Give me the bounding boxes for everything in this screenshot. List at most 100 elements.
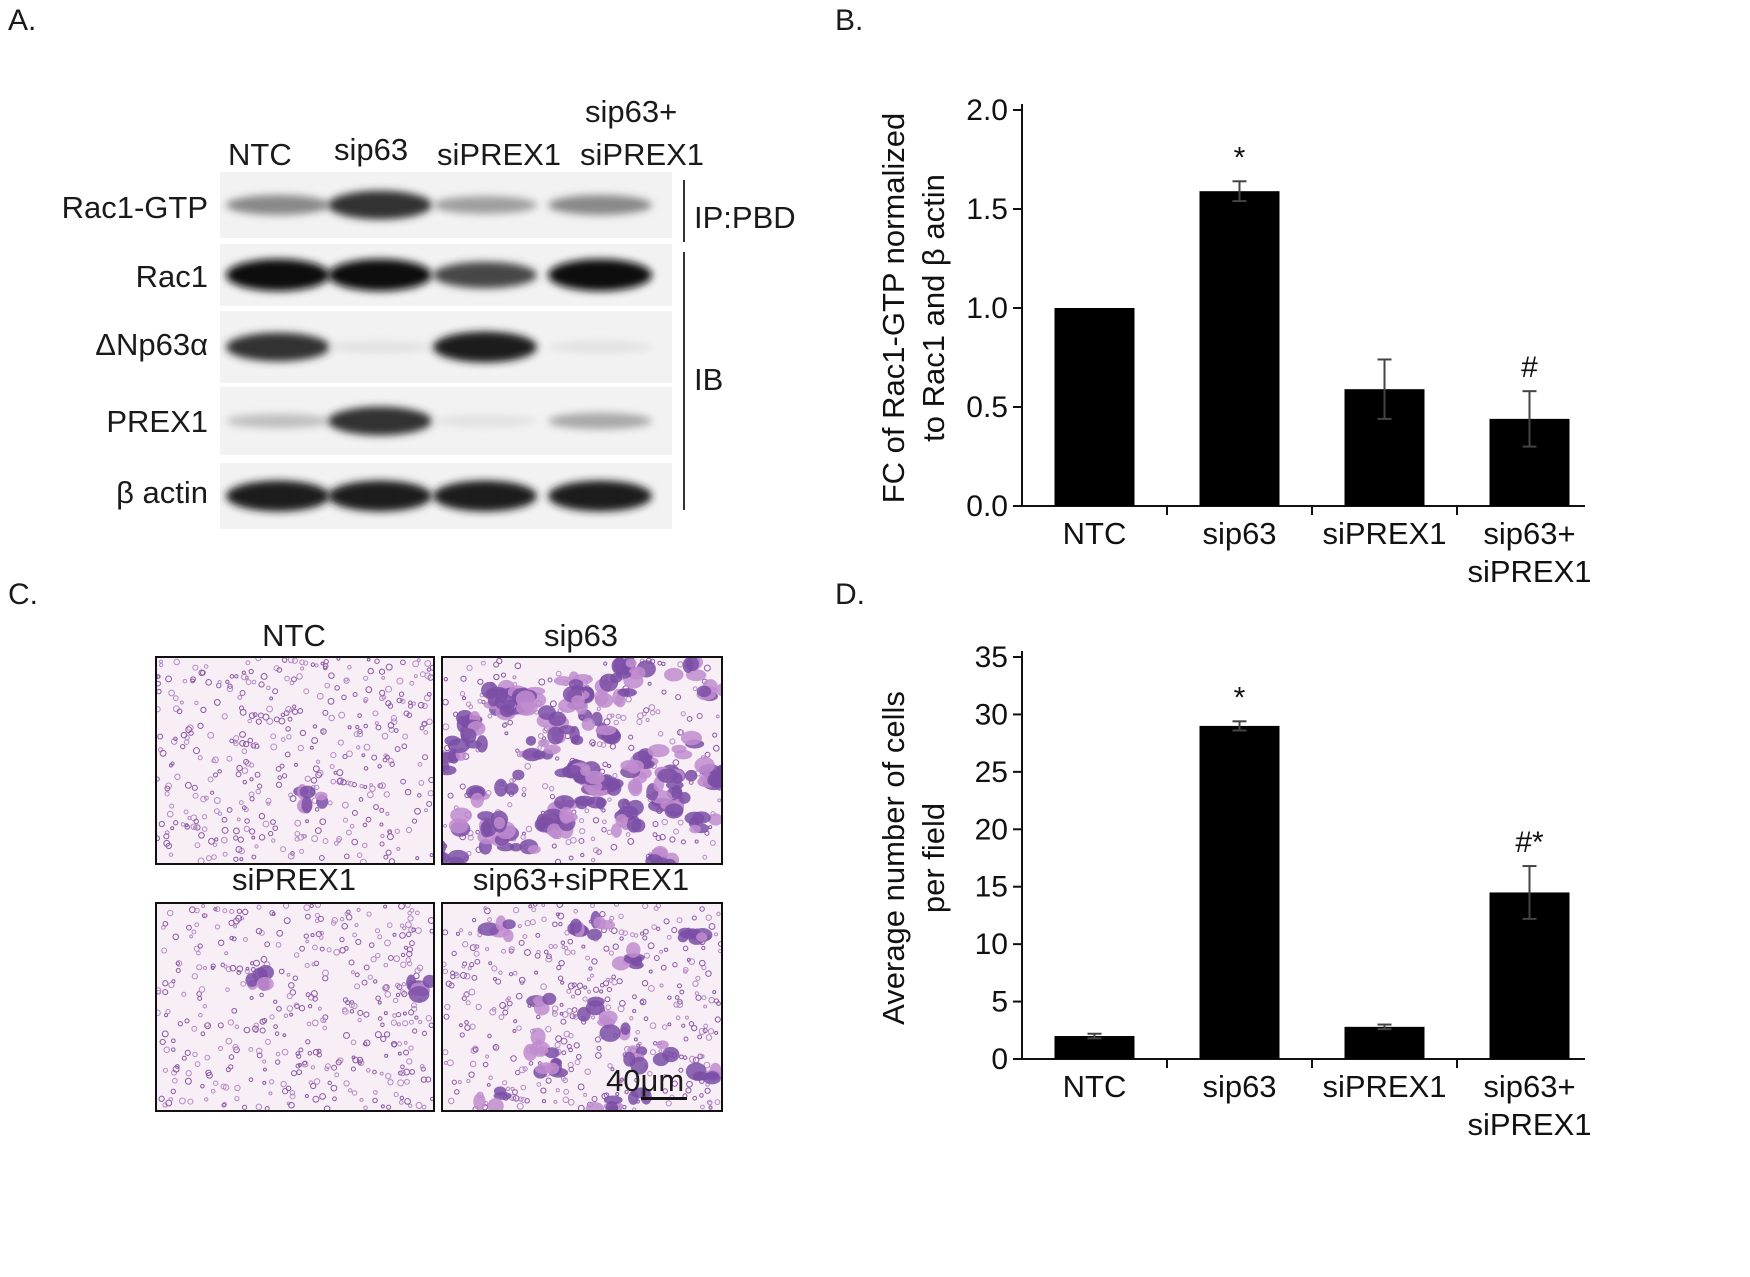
pore-dot [231,1007,238,1014]
pore-dot [311,1019,319,1027]
pore-dot [549,794,556,800]
pore-dot [468,931,473,936]
pore-dot [653,905,659,911]
pore-dot [237,695,243,700]
pore-dot [590,857,596,863]
pore-dot [684,1015,689,1020]
pore-dot [573,1042,580,1049]
pore-dot [420,1066,426,1072]
pore-dot [363,1105,368,1110]
cell-cluster [473,1092,486,1110]
pore-dot [522,934,528,940]
pore-dot [457,1080,462,1085]
pore-dot [681,1023,686,1028]
pore-dot [236,908,243,914]
blot-band [226,195,330,215]
pore-dot [165,782,172,790]
pore-dot [500,672,507,678]
pore-dot [695,994,702,1001]
pore-dot [501,948,507,954]
pore-dot [487,713,493,719]
pore-dot [707,1028,715,1035]
pore-dot [314,827,322,835]
pore-dot [342,1007,348,1013]
pore-dot [398,691,405,697]
pore-dot [487,1033,492,1039]
pore-dot [667,995,672,1000]
cell-cluster [460,728,477,744]
pore-dot [372,1069,377,1075]
pore-dot [428,776,433,784]
pore-dot [192,792,199,799]
pore-dot [372,1097,378,1104]
pore-dot [636,1043,641,1048]
pore-dot [682,945,689,952]
pore-dot [273,1024,278,1029]
pore-dot [307,1050,313,1056]
pore-dot [305,913,311,920]
pore-dot [642,904,649,910]
pore-dot [640,931,645,936]
pore-dot [401,990,408,998]
micro-label-ntc: NTC [262,618,326,653]
pore-dot [447,1097,455,1105]
pore-dot [599,911,606,918]
pore-dot [647,1070,653,1077]
pore-dot [383,1031,391,1038]
significance-mark: * [1234,681,1246,714]
row-label-beta-actin: β actin [116,475,208,510]
pore-dot [414,807,421,815]
pore-dot [385,849,392,856]
pore-dot [164,785,171,792]
pore-dot [653,955,660,961]
pore-dot [267,830,274,837]
cell-cluster [587,996,605,1007]
pore-dot [300,666,305,671]
pore-dot [566,1007,573,1014]
pore-dot [577,1104,585,1110]
pore-dot [397,1051,402,1056]
pore-dot [249,796,255,802]
pore-dot [293,952,300,958]
blot-band [548,341,652,353]
pore-dot [425,1015,432,1022]
pore-dot [568,1047,573,1053]
panel-letter-b: B. [835,4,864,37]
pore-dot [377,934,383,940]
pore-dot [421,702,428,710]
pore-dot [408,1019,414,1025]
pore-dot [708,923,716,930]
cell-cluster [587,928,603,941]
cell-cluster [543,744,561,755]
pore-dot [385,685,393,693]
pore-dot [316,692,324,700]
pore-dot [276,929,284,937]
pore-dot [401,982,407,987]
bar [1199,191,1280,506]
pore-dot [198,1012,203,1018]
pore-dot [157,688,162,695]
pore-dot [460,675,467,682]
pore-dot [351,1055,356,1060]
pore-dot [320,661,325,666]
pore-dot [236,817,241,822]
pore-dot [194,824,201,831]
pore-dot [239,916,245,921]
pore-dot [655,709,661,715]
pore-dot [206,1071,213,1079]
pore-dot [258,681,265,688]
pore-dot [357,713,362,718]
pore-dot [352,932,358,938]
y-tick-label: 10 [975,928,1008,961]
pore-dot [184,1018,190,1024]
pore-dot [523,949,531,956]
pore-dot [183,809,189,815]
pore-dot [458,928,464,933]
pore-dot [170,761,175,766]
pore-dot [423,730,429,735]
pore-dot [305,992,311,998]
pore-dot [561,1050,567,1056]
blot-band [226,332,330,362]
pore-dot [636,718,643,725]
pore-dot [396,697,403,704]
